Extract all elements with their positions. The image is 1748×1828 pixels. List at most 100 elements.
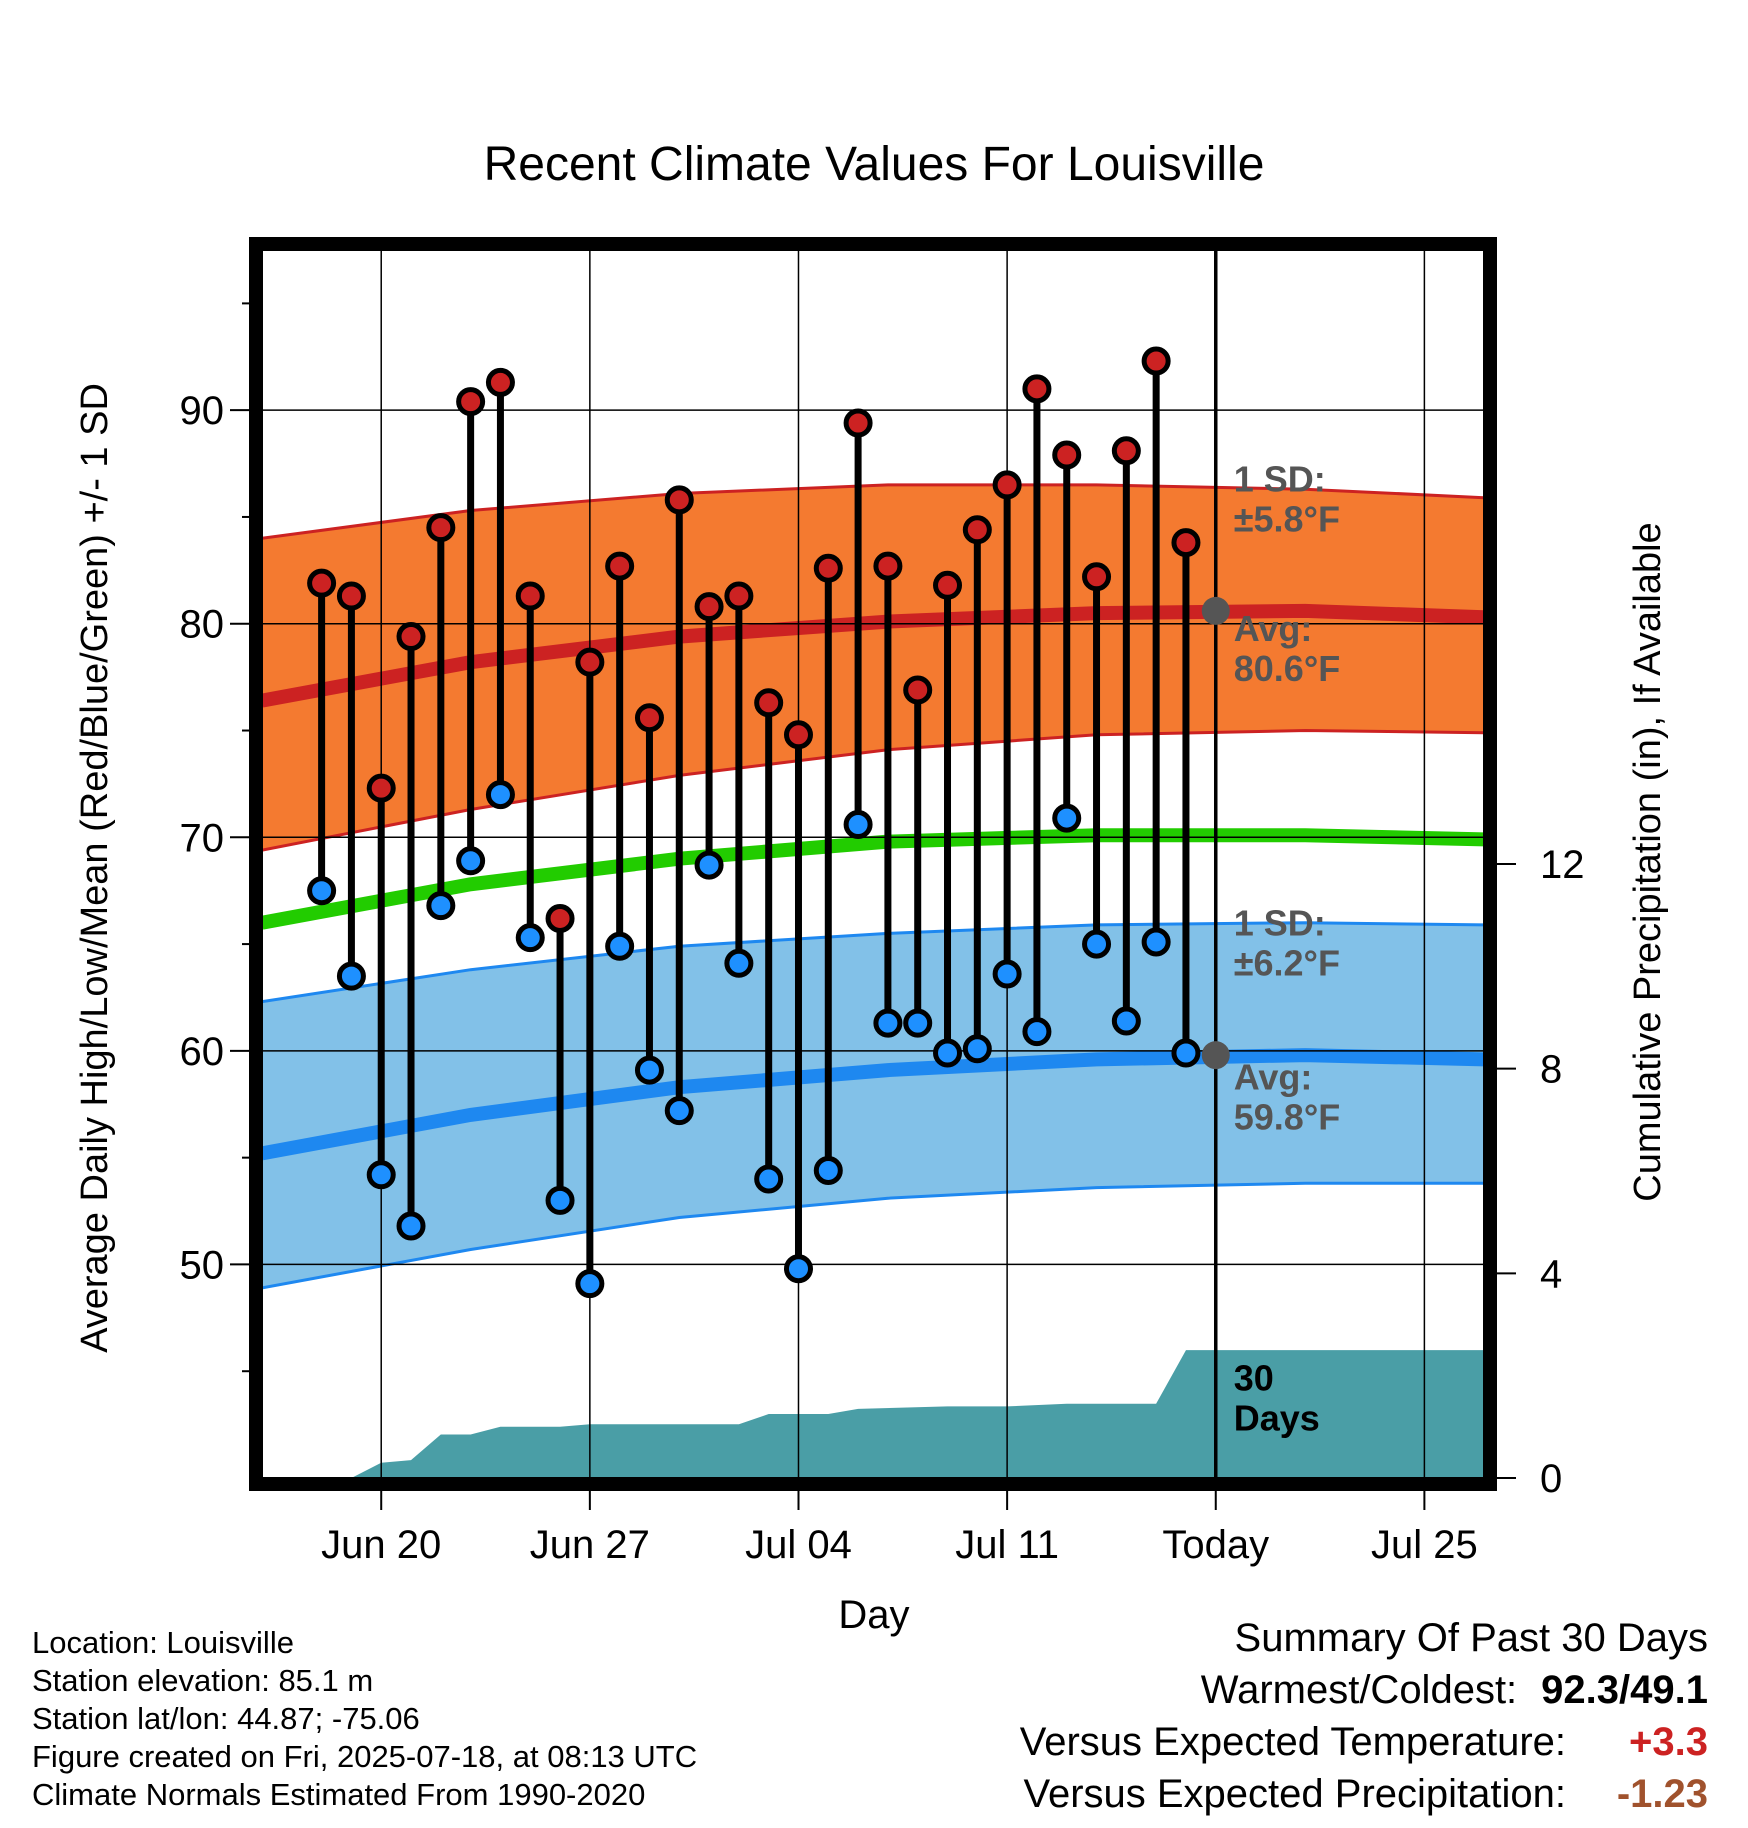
- daily-low-point: [664, 1096, 694, 1126]
- daily-high-point: [605, 551, 635, 581]
- daily-low-point: [426, 891, 456, 921]
- daily-low-point: [1141, 927, 1171, 957]
- x-axis-label: Day: [838, 1593, 909, 1637]
- info-created: Figure created on Fri, 2025-07-18, at 08…: [32, 1739, 698, 1774]
- chart-title: Recent Climate Values For Louisville: [484, 138, 1265, 191]
- daily-high-point: [873, 551, 903, 581]
- daily-low-point: [694, 850, 724, 880]
- annotation-text: 1 SD:: [1234, 903, 1326, 944]
- daily-high-point: [992, 470, 1022, 500]
- daily-low-point: [873, 1008, 903, 1038]
- info-latlon: Station lat/lon: 44.87; -75.06: [32, 1701, 420, 1736]
- daily-high-point: [933, 570, 963, 600]
- daily-low-point: [754, 1164, 784, 1194]
- daily-high-point: [1022, 374, 1052, 404]
- daily-high-point: [1052, 440, 1082, 470]
- y-tick-label: 70: [180, 816, 225, 860]
- daily-high-point: [1171, 528, 1201, 558]
- info-elevation: Station elevation: 85.1 m: [32, 1663, 374, 1698]
- summary-panel: Summary Of Past 30 Days Warmest/Coldest:…: [1020, 1612, 1708, 1820]
- y-axis-label: Average Daily High/Low/Mean (Red/Blue/Gr…: [74, 383, 116, 1353]
- warmest-value: 92.3/49.1: [1541, 1668, 1708, 1712]
- today-low-avg-marker: [1201, 1041, 1230, 1070]
- x-tick-label: Jul 11: [955, 1523, 1059, 1567]
- daily-high-point: [903, 675, 933, 705]
- daily-low-point: [1171, 1038, 1201, 1068]
- daily-low-point: [575, 1269, 605, 1299]
- x-tick-label: Jul 04: [745, 1523, 852, 1567]
- daily-high-point: [515, 581, 545, 611]
- precip-diff-value: -1.23: [1616, 1772, 1708, 1816]
- y2-axis-label: Cumulative Precipitation (in), If Availa…: [1627, 522, 1669, 1201]
- daily-low-point: [396, 1211, 426, 1241]
- annotation-text: 30: [1234, 1357, 1274, 1398]
- daily-high-point: [694, 592, 724, 622]
- daily-low-point: [515, 923, 545, 953]
- daily-high-point: [813, 553, 843, 583]
- annotation-text: ±5.8°F: [1234, 498, 1340, 539]
- y-tick-label: 80: [180, 603, 225, 647]
- y-tick-label: 60: [180, 1030, 225, 1074]
- x-tick-label: Jun 27: [530, 1523, 650, 1567]
- plot-content: [262, 250, 1484, 1478]
- daily-low-point: [336, 961, 366, 991]
- daily-high-point: [307, 568, 337, 598]
- y-tick-label: 90: [180, 389, 225, 433]
- daily-low-point: [962, 1034, 992, 1064]
- daily-low-point: [366, 1160, 396, 1190]
- plot-frame: [249, 237, 1497, 1491]
- daily-low-point: [605, 931, 635, 961]
- daily-low-point: [992, 959, 1022, 989]
- x-tick-label: Jun 20: [321, 1523, 441, 1567]
- low-lower-line: [262, 1181, 1484, 1290]
- precip-area: [262, 1350, 1484, 1478]
- daily-high-point: [1141, 346, 1171, 376]
- daily-low-point: [1111, 1006, 1141, 1036]
- summary-temp-row: Versus Expected Temperature: +3.3: [1020, 1716, 1708, 1768]
- y-tick-label: 50: [180, 1243, 225, 1287]
- daily-high-point: [962, 515, 992, 545]
- daily-low-point: [813, 1155, 843, 1185]
- daily-low-point: [724, 948, 754, 978]
- daily-high-point: [396, 622, 426, 652]
- warmest-label: Warmest/Coldest:: [1200, 1668, 1518, 1712]
- daily-low-point: [783, 1254, 813, 1284]
- daily-high-point: [843, 408, 873, 438]
- daily-low-point: [843, 809, 873, 839]
- daily-low-point: [456, 846, 486, 876]
- station-info: Location: Louisville Station elevation: …: [32, 1624, 697, 1814]
- summary-precip-row: Versus Expected Precipitation: -1.23: [1020, 1768, 1708, 1820]
- annotation-text: ±6.2°F: [1234, 943, 1340, 984]
- daily-low-point: [1082, 929, 1112, 959]
- daily-high-point: [545, 903, 575, 933]
- annotation-text: Days: [1234, 1397, 1320, 1438]
- annotation-text: Avg:: [1234, 608, 1313, 649]
- daily-high-point: [336, 581, 366, 611]
- y2-tick-label: 4: [1540, 1252, 1562, 1296]
- daily-high-point: [485, 367, 515, 397]
- low-avg-line: [262, 1048, 1484, 1161]
- y2-tick-label: 8: [1540, 1048, 1562, 1092]
- summary-heading: Summary Of Past 30 Days: [1234, 1616, 1708, 1660]
- daily-low-point: [933, 1038, 963, 1068]
- daily-high-point: [664, 485, 694, 515]
- daily-low-point: [1052, 803, 1082, 833]
- daily-low-point: [485, 780, 515, 810]
- temp-diff-value: +3.3: [1629, 1720, 1708, 1764]
- daily-low-point: [903, 1008, 933, 1038]
- daily-high-point: [366, 773, 396, 803]
- daily-high-point: [724, 581, 754, 611]
- daily-low-point: [545, 1185, 575, 1215]
- daily-high-point: [426, 513, 456, 543]
- daily-low-point: [307, 876, 337, 906]
- temp-diff-label: Versus Expected Temperature:: [1019, 1720, 1566, 1764]
- daily-low-point: [1022, 1017, 1052, 1047]
- x-tick-label: Jul 25: [1371, 1523, 1478, 1567]
- today-high-avg-marker: [1201, 596, 1230, 625]
- daily-high-point: [1082, 562, 1112, 592]
- precip-diff-label: Versus Expected Precipitation:: [1023, 1772, 1566, 1816]
- daily-high-point: [1111, 436, 1141, 466]
- x-tick-label: Today: [1162, 1523, 1269, 1567]
